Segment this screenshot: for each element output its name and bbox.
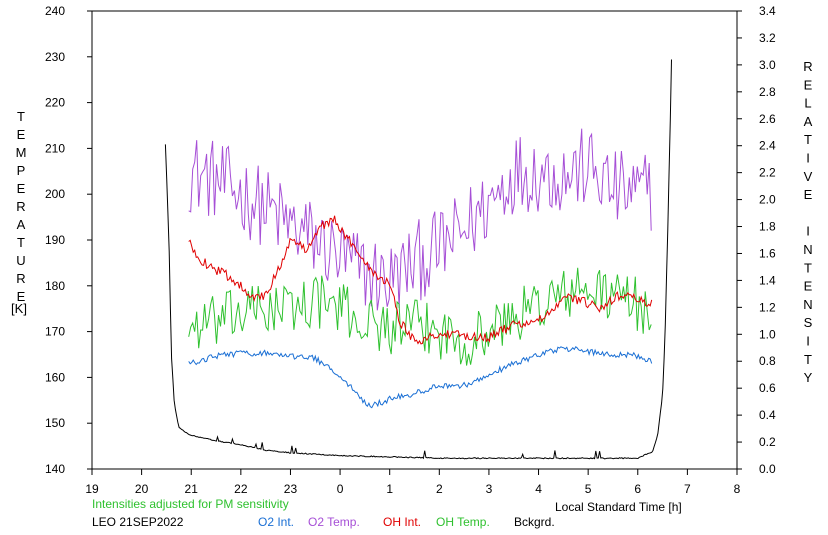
y-right-tick-label: 3.4 — [759, 4, 776, 18]
chart-marks — [164, 59, 672, 460]
y-left-tick-label: 200 — [45, 187, 65, 201]
y-right-tick-label: 0.6 — [759, 381, 776, 395]
y-right-tick-label: 2.2 — [759, 166, 776, 180]
x-tick-label: 7 — [684, 482, 691, 496]
series-line-o2-temp — [188, 128, 652, 311]
y-left-tick-label: 220 — [45, 96, 65, 110]
x-tick-label: 5 — [585, 482, 592, 496]
y-left-tick-label: 140 — [45, 462, 65, 476]
y-right-title-letter: A — [804, 114, 813, 129]
y-right-title-letter: T — [804, 132, 812, 147]
plot-frame — [91, 10, 738, 469]
y-left-tick-label: 170 — [45, 325, 65, 339]
legend-entry: OH Int. — [383, 515, 422, 529]
y-right-title-letter: E — [804, 279, 813, 294]
x-tick-label: 21 — [185, 482, 199, 496]
y-right-tick-label: 2.4 — [759, 139, 776, 153]
y-right-title-letter: E — [804, 187, 813, 202]
y-left-tick-label: 180 — [45, 279, 65, 293]
sensitivity-note: Intensities adjusted for PM sensitivity — [92, 497, 289, 511]
series-line-oh-int — [188, 215, 653, 345]
y-right-title-letter: T — [804, 260, 812, 275]
x-tick-label: 6 — [634, 482, 641, 496]
y-right-tick-label: 3.2 — [759, 31, 776, 45]
y-left-title-letter: U — [16, 253, 25, 268]
y-right-tick-label: 2.6 — [759, 112, 776, 126]
y-right-title-letter: T — [804, 352, 812, 367]
y-left-title-letter: M — [16, 145, 27, 160]
y-left-tick-label: 160 — [45, 370, 65, 384]
y-right-tick-label: 2.8 — [759, 85, 776, 99]
x-tick-label: 20 — [135, 482, 149, 496]
station-date-label: LEO 21SEP2022 — [92, 515, 184, 529]
x-tick-label: 22 — [234, 482, 248, 496]
y-right-tick-label: 0.0 — [759, 462, 776, 476]
y-left-unit: [K] — [11, 301, 27, 316]
y-right-title-letter: N — [803, 297, 812, 312]
y-right-title-letter: R — [803, 59, 812, 74]
y-right-tick-label: 3.0 — [759, 58, 776, 72]
y-right-tick-label: 1.8 — [759, 220, 776, 234]
legend-entry: O2 Temp. — [308, 515, 360, 529]
y-left-tick-label: 230 — [45, 50, 65, 64]
y-left-tick-label: 240 — [45, 4, 65, 18]
y-right-tick-label: 2.0 — [759, 193, 776, 207]
y-right-tick-label: 1.4 — [759, 273, 776, 287]
y-right-tick-label: 0.8 — [759, 354, 776, 368]
y-left-tick-label: 190 — [45, 233, 65, 247]
y-right-title-letter: V — [804, 169, 813, 184]
y-right-title-letter: I — [806, 334, 810, 349]
y-right-title-letter: L — [804, 96, 811, 111]
y-right-tick-label: 0.4 — [759, 408, 776, 422]
chart-axes — [87, 10, 742, 475]
y-left-tick-label: 210 — [45, 141, 65, 155]
x-tick-label: 3 — [486, 482, 493, 496]
y-left-title-letter: A — [17, 217, 26, 232]
legend-entry: OH Temp. — [436, 515, 490, 529]
series-line-bckgrd — [164, 59, 672, 460]
y-right-tick-label: 1.6 — [759, 246, 776, 260]
y-left-title-letter: E — [17, 127, 26, 142]
x-tick-label: 2 — [436, 482, 443, 496]
legend-entry: O2 Int. — [258, 515, 295, 529]
chart-labels: 19 20 21 22 23 0 1 2 3 4 5 6 7 8240230220210200190180… — [11, 4, 813, 496]
x-tick-label: 4 — [535, 482, 542, 496]
y-right-tick-label: 1.2 — [759, 300, 776, 314]
y-left-title-letter: R — [16, 271, 25, 286]
y-left-title-letter: E — [17, 181, 26, 196]
series-line-oh-temp — [188, 267, 652, 366]
y-right-title-letter: I — [806, 151, 810, 166]
x-tick-label: 19 — [85, 482, 99, 496]
y-right-title-letter: Y — [804, 370, 813, 385]
y-right-tick-label: 0.2 — [759, 435, 776, 449]
y-left-title-letter: R — [16, 199, 25, 214]
y-left-title-letter: P — [17, 163, 26, 178]
y-right-title-letter: N — [803, 242, 812, 257]
y-right-title-letter: E — [804, 77, 813, 92]
x-tick-label: 0 — [337, 482, 344, 496]
x-tick-label: 8 — [734, 482, 741, 496]
y-left-title-letter: E — [17, 289, 26, 304]
x-tick-label: 1 — [386, 482, 393, 496]
x-tick-label: 23 — [284, 482, 298, 496]
y-left-title-letter: T — [17, 235, 25, 250]
y-right-title-letter: S — [804, 315, 813, 330]
legend-entry: Bckgrd. — [514, 515, 555, 529]
y-right-title-letter: I — [806, 224, 810, 239]
y-left-tick-label: 150 — [45, 416, 65, 430]
y-right-tick-label: 1.0 — [759, 327, 776, 341]
x-axis-title: Local Standard Time [h] — [555, 500, 682, 514]
series-line-o2-int — [188, 346, 653, 409]
y-left-title-letter: T — [17, 109, 25, 124]
